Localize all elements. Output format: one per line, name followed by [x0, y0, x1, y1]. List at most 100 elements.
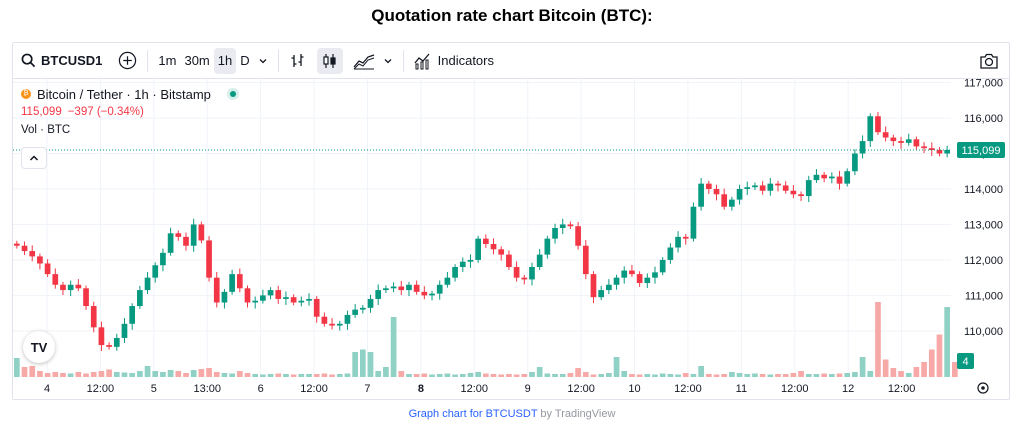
volume-bar: [813, 374, 820, 377]
chart-type-dropdown[interactable]: [379, 48, 397, 74]
volume-bar: [729, 372, 735, 377]
candle-body: [383, 288, 389, 291]
volume-bar: [613, 357, 620, 377]
volume-bar: [682, 373, 689, 377]
volume-bar: [367, 352, 374, 377]
volume-bar: [536, 367, 543, 377]
volume-bar: [790, 373, 797, 377]
time-axis-label: 12: [842, 383, 854, 395]
footer-link[interactable]: Graph chart for BTCUSDT: [408, 408, 538, 420]
volume-bar: [413, 374, 420, 377]
volume-bar: [475, 372, 481, 377]
volume-bar: [175, 371, 182, 377]
candle-body: [821, 174, 827, 179]
bar-style-button[interactable]: [285, 48, 311, 74]
volume-bar: [406, 374, 412, 377]
candle-body: [644, 277, 651, 283]
candle-body: [721, 194, 728, 207]
candle-body: [236, 274, 243, 289]
compare-symbol-button[interactable]: [114, 48, 141, 74]
chart-legend: ₿ Bitcoin / Tether · 1h · Bitstamp 115,0…: [21, 85, 239, 139]
snapshot-button[interactable]: [975, 48, 1003, 74]
candle-body: [567, 224, 574, 227]
volume-bar: [244, 373, 251, 377]
volume-bar: [352, 352, 358, 377]
volume-bar: [29, 366, 36, 377]
candle-body: [936, 149, 943, 154]
interval-dropdown[interactable]: [254, 48, 272, 74]
volume-bar: [490, 374, 497, 377]
candle-body: [221, 291, 228, 303]
candle-body: [498, 249, 505, 255]
candle-body: [775, 183, 781, 186]
footer: Graph chart for BTCUSDT by TradingView: [0, 408, 1024, 420]
candle-body: [867, 116, 874, 142]
candle-body: [29, 251, 36, 257]
volume-bar: [236, 371, 243, 377]
volume-bar: [52, 372, 59, 377]
volume-bar: [498, 374, 505, 377]
volume-bar: [544, 373, 551, 377]
candle-body: [759, 185, 766, 191]
volume-bar: [329, 374, 335, 377]
candle-body: [705, 183, 712, 189]
area-style-button[interactable]: [349, 48, 379, 74]
interval-30m[interactable]: 30m: [184, 53, 210, 68]
volume-bar: [83, 373, 89, 377]
candles-style-button[interactable]: [316, 47, 343, 74]
interval-1m[interactable]: 1m: [158, 53, 177, 68]
candle-body: [321, 316, 328, 324]
candle-body: [160, 252, 166, 266]
candle-body: [452, 267, 458, 278]
volume-bar: [106, 369, 112, 377]
volume-bar: [129, 373, 136, 377]
candle-body: [213, 277, 220, 303]
price-axis-label: 110,000: [964, 326, 1003, 338]
volume-bar: [44, 373, 51, 377]
volume-bar: [452, 374, 458, 377]
volume-bar: [767, 374, 774, 377]
candle-body: [37, 256, 43, 264]
tradingview-logo[interactable]: TV: [23, 331, 55, 363]
volume-bar: [713, 374, 720, 377]
volume-bar: [821, 373, 827, 377]
candlestick-chart: 110,000 111,000 112,000 113,000 114,000 115,0…: [13, 78, 1005, 395]
volume-bar: [875, 302, 881, 377]
volume-bar: [90, 372, 97, 377]
toolbar-divider: [147, 49, 149, 72]
chart-pane[interactable]: 110,000 111,000 112,000 113,000 114,000 115,0…: [13, 78, 1009, 399]
settings-gear-icon-center: [981, 386, 985, 390]
volume-bar: [14, 358, 20, 377]
collapse-legend-button[interactable]: [21, 147, 47, 169]
candle-body: [183, 236, 189, 246]
candle-body: [421, 291, 428, 296]
candle-body: [667, 247, 674, 260]
volume-bar: [890, 368, 897, 377]
candle-body: [898, 141, 904, 143]
bars-icon: [291, 53, 304, 67]
legend-title: Bitcoin / Tether · 1h · Bitstamp: [37, 86, 211, 102]
indicators-button[interactable]: Indicators: [410, 48, 498, 74]
volume-bar: [275, 373, 282, 377]
interval-1h[interactable]: 1h: [213, 47, 237, 74]
candle-body: [767, 183, 774, 191]
symbol-label: BTCUSD1: [41, 53, 103, 68]
interval-d[interactable]: D: [240, 53, 250, 68]
volume-bar: [828, 374, 835, 377]
symbol-search-button[interactable]: BTCUSD1: [13, 48, 106, 74]
candle-body: [905, 139, 912, 143]
volume-bar: [137, 371, 143, 377]
candle-body: [582, 245, 589, 275]
candle-body: [352, 309, 358, 315]
volume-bar: [621, 371, 628, 377]
candle-body: [436, 284, 443, 294]
time-axis-label: 11: [736, 383, 747, 395]
market-open-status-icon: [226, 88, 239, 100]
volume-bar: [705, 374, 712, 377]
volume-bar: [313, 374, 320, 377]
candle-body: [875, 116, 881, 133]
candle-body: [344, 314, 351, 324]
legend-title-row: ₿ Bitcoin / Tether · 1h · Bitstamp: [21, 85, 239, 103]
last-price-badge: [957, 141, 1005, 158]
candle-body: [290, 297, 297, 303]
